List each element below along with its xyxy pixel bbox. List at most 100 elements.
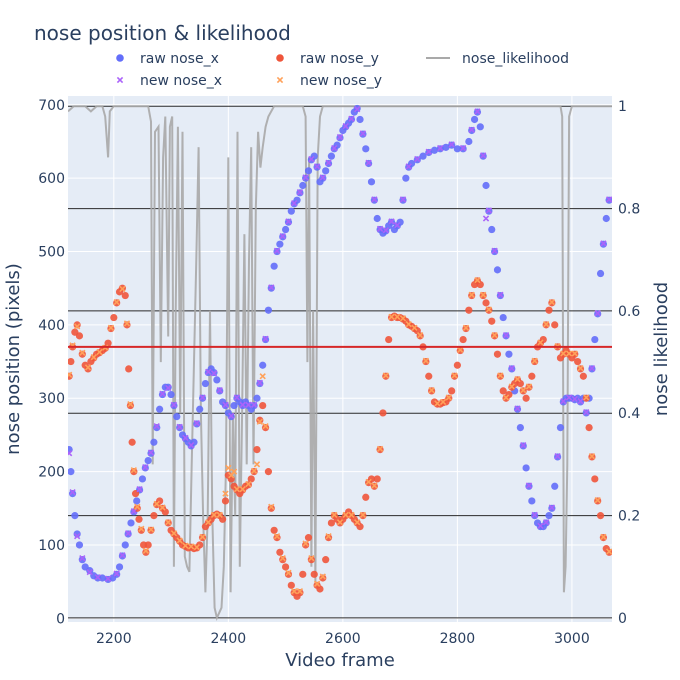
raw-nose-y-point bbox=[296, 589, 304, 597]
new-nose-y-point bbox=[399, 315, 407, 322]
x-tick-label: 2200 bbox=[96, 631, 132, 647]
new-nose-y-point bbox=[457, 346, 464, 353]
x-tick-label: 2400 bbox=[211, 631, 247, 647]
raw-nose-y-point bbox=[282, 563, 290, 571]
new-nose-y-point bbox=[525, 383, 533, 390]
raw-nose-x-point bbox=[551, 482, 559, 490]
raw-nose-x-point bbox=[167, 390, 175, 399]
new-nose-x-point bbox=[79, 555, 86, 562]
new-nose-y-point bbox=[382, 372, 389, 379]
raw-nose-y-point bbox=[459, 335, 467, 344]
legend-swatch-raw-nose-x bbox=[116, 54, 124, 62]
new-nose-y-point bbox=[90, 354, 97, 361]
raw-nose-x-point bbox=[488, 225, 496, 234]
raw-nose-y-point bbox=[522, 394, 530, 402]
new-nose-y-point bbox=[405, 320, 412, 328]
raw-nose-y-point bbox=[356, 523, 364, 531]
nose-likelihood-line bbox=[68, 105, 612, 622]
new-nose-y-point bbox=[491, 331, 498, 339]
new-nose-y-point bbox=[253, 461, 261, 468]
new-nose-x-point bbox=[68, 450, 73, 457]
raw-nose-x-point bbox=[556, 423, 565, 432]
raw-nose-y-point bbox=[579, 372, 587, 380]
raw-nose-x-point bbox=[322, 167, 330, 175]
new-nose-x-point bbox=[239, 401, 246, 409]
raw-nose-y-point bbox=[448, 387, 456, 395]
new-nose-x-point bbox=[308, 155, 315, 163]
raw-nose-y-point bbox=[247, 475, 255, 483]
raw-nose-x-point bbox=[253, 394, 261, 402]
raw-nose-y-point bbox=[261, 423, 270, 432]
legend-swatch-new-nose-x bbox=[116, 76, 124, 84]
raw-nose-x-point bbox=[115, 563, 124, 571]
new-nose-x-point bbox=[502, 331, 510, 339]
new-nose-y-point bbox=[130, 466, 138, 474]
new-nose-y-point bbox=[285, 569, 292, 577]
raw-nose-x-point bbox=[156, 405, 164, 413]
new-nose-x-point bbox=[279, 232, 286, 240]
new-nose-y-point bbox=[182, 542, 189, 549]
raw-nose-x-point bbox=[522, 464, 530, 472]
new-nose-y-point bbox=[107, 324, 115, 331]
new-nose-x-point bbox=[250, 401, 258, 409]
new-nose-x-point bbox=[405, 163, 412, 170]
raw-nose-x-point bbox=[362, 145, 370, 153]
raw-nose-y-point bbox=[304, 534, 313, 542]
new-nose-x-point bbox=[165, 384, 172, 392]
raw-nose-x-point bbox=[591, 335, 599, 344]
new-nose-y-point bbox=[520, 387, 527, 394]
raw-nose-y-point bbox=[545, 306, 553, 314]
raw-nose-y-point bbox=[425, 372, 433, 380]
raw-nose-y-point bbox=[465, 306, 473, 314]
raw-nose-y-point bbox=[276, 548, 284, 556]
new-nose-y-point bbox=[233, 486, 241, 493]
raw-nose-y-point bbox=[362, 493, 370, 501]
raw-nose-y-point bbox=[373, 475, 381, 483]
raw-nose-y-point bbox=[256, 416, 264, 424]
raw-nose-y-point bbox=[307, 556, 315, 564]
y2-tick-label: 0.8 bbox=[618, 202, 640, 218]
new-nose-y-point bbox=[354, 519, 361, 526]
raw-nose-y-point bbox=[453, 361, 461, 369]
new-nose-x-point bbox=[124, 530, 132, 537]
new-nose-x-point bbox=[342, 122, 349, 130]
raw-nose-x-point bbox=[144, 457, 152, 465]
raw-nose-y-point bbox=[130, 468, 138, 476]
new-nose-y-point bbox=[147, 526, 155, 533]
new-nose-y-point bbox=[388, 313, 395, 320]
raw-nose-y-point bbox=[574, 357, 582, 366]
new-nose-y-point bbox=[462, 324, 470, 331]
new-nose-x-point bbox=[394, 221, 401, 229]
axes: 2200 2400 2600 2800 3000 0 100 200 300 400 500 600 7… bbox=[38, 98, 640, 647]
new-nose-x-point bbox=[525, 482, 533, 489]
new-nose-x-point bbox=[73, 533, 81, 540]
y2-tick-label: 0.2 bbox=[618, 509, 640, 525]
raw-nose-y-point bbox=[267, 504, 275, 512]
new-nose-x-point bbox=[371, 196, 378, 203]
new-nose-x-point bbox=[256, 379, 263, 387]
new-nose-y-point bbox=[113, 298, 120, 306]
new-nose-y-point bbox=[250, 467, 258, 475]
raw-nose-y-point bbox=[137, 526, 145, 534]
new-nose-y-point bbox=[319, 573, 326, 580]
new-nose-x-point bbox=[233, 394, 241, 401]
new-nose-x-point bbox=[485, 207, 493, 214]
new-nose-y-point bbox=[537, 339, 544, 346]
raw-nose-y-point bbox=[551, 321, 559, 329]
new-nose-y-point bbox=[548, 298, 556, 306]
raw-nose-x-point bbox=[299, 181, 307, 190]
new-nose-y-point bbox=[502, 394, 510, 401]
new-nose-x-point bbox=[336, 133, 344, 141]
raw-nose-x-point bbox=[75, 541, 84, 549]
new-nose-x-point bbox=[554, 453, 561, 460]
raw-nose-x-point bbox=[259, 361, 267, 369]
raw-nose-y-point bbox=[144, 541, 152, 549]
new-nose-x-point bbox=[159, 390, 166, 398]
new-nose-y-point bbox=[422, 357, 430, 364]
new-nose-x-point bbox=[497, 291, 504, 298]
new-nose-y-point bbox=[68, 371, 73, 378]
new-nose-x-point bbox=[193, 420, 201, 427]
new-nose-y-point bbox=[325, 533, 332, 540]
raw-nose-y-point bbox=[68, 357, 75, 366]
new-nose-y-point bbox=[170, 530, 178, 537]
